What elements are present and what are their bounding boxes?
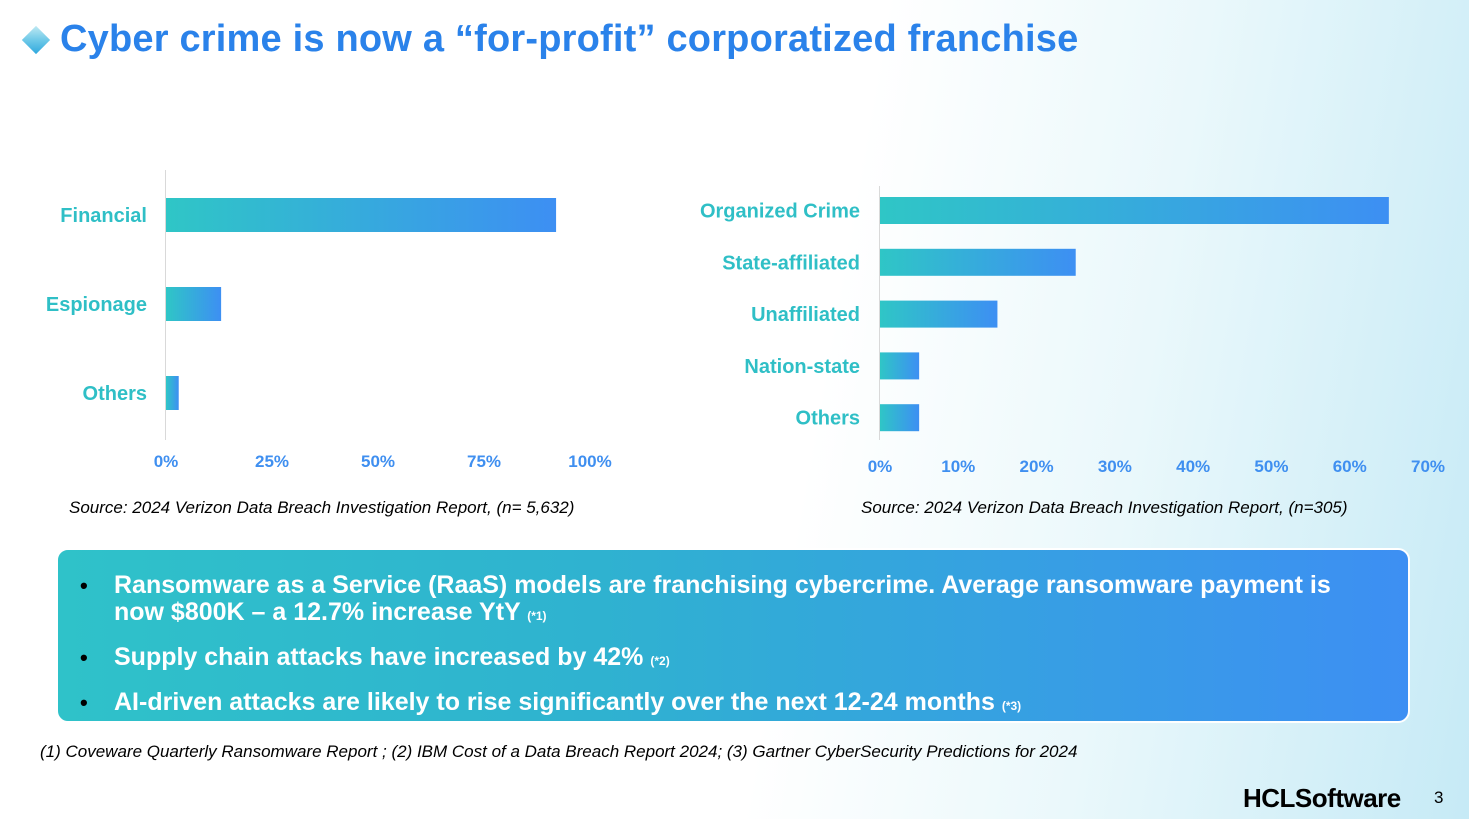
bar (166, 287, 222, 321)
tick-label: 10% (941, 457, 975, 476)
category-label: Others (796, 408, 860, 430)
bullet-dot: • (80, 573, 88, 598)
tick-label: 40% (1176, 457, 1210, 476)
actor-chart: Organized Crime State-affiliated Unaffilia… (700, 186, 1445, 476)
slide-title: Cyber crime is now a “for-profit” corpor… (60, 18, 1079, 60)
callout-item-supply-chain: • Supply chain attacks have increased by … (80, 643, 1368, 675)
bar (880, 404, 920, 432)
bar (880, 300, 998, 328)
tick-label: 0% (868, 457, 893, 476)
motive-chart: Financial Espionage Others 0% 25% 50% 75% 100% (46, 170, 612, 471)
page-number: 3 (1434, 788, 1444, 807)
tick-label: 30% (1098, 457, 1132, 476)
callout-item-ai-attacks: • AI-driven attacks are likely to rise si… (80, 688, 1368, 720)
bar (880, 248, 1076, 276)
callout-text: Ransomware as a Service (RaaS) models ar… (114, 571, 1331, 626)
title-area: Cyber crime is now a “for-profit” corpor… (20, 18, 1078, 61)
key-facts-callout: • Ransomware as a Service (RaaS) models a… (56, 548, 1410, 723)
tick-label: 25% (255, 452, 289, 471)
callout-text: AI-driven attacks are likely to rise sig… (114, 688, 995, 716)
bar (166, 376, 179, 410)
category-label: Organized Crime (700, 201, 860, 223)
chart-source-left: Source: 2024 Verizon Data Breach Investi… (69, 498, 575, 517)
references-footnote: (1) Coveware Quarterly Ransomware Report… (40, 742, 1078, 761)
tick-label: 0% (154, 452, 179, 471)
chart-source-right: Source: 2024 Verizon Data Breach Investi… (861, 498, 1348, 517)
category-label: Nation-state (744, 356, 860, 378)
tick-label: 50% (361, 452, 395, 471)
tick-label: 100% (568, 452, 611, 471)
bullet-dot: • (80, 645, 88, 670)
bullet-dot: • (80, 690, 88, 715)
callout-ref: (*2) (650, 654, 670, 668)
category-label: Espionage (46, 294, 147, 316)
callout-ref: (*3) (1001, 699, 1022, 713)
callout-item-raas: • Ransomware as a Service (RaaS) models a… (80, 571, 1368, 630)
bar (880, 352, 920, 380)
bar (880, 197, 1389, 224)
tick-label: 20% (1020, 457, 1054, 476)
category-label: Others (83, 383, 147, 405)
category-label: Financial (60, 205, 147, 227)
hcl-software-logo: HCLSoftware (1243, 783, 1401, 813)
callout-ref: (*1) (527, 609, 547, 623)
callout-text: Supply chain attacks have increased by 4… (114, 643, 644, 671)
category-label: Unaffiliated (751, 304, 860, 326)
category-label: State-affiliated (722, 252, 860, 274)
tick-label: 60% (1333, 457, 1367, 476)
bar (166, 198, 557, 232)
tick-label: 50% (1254, 457, 1288, 476)
tick-label: 75% (467, 452, 501, 471)
tick-label: 70% (1411, 457, 1445, 476)
